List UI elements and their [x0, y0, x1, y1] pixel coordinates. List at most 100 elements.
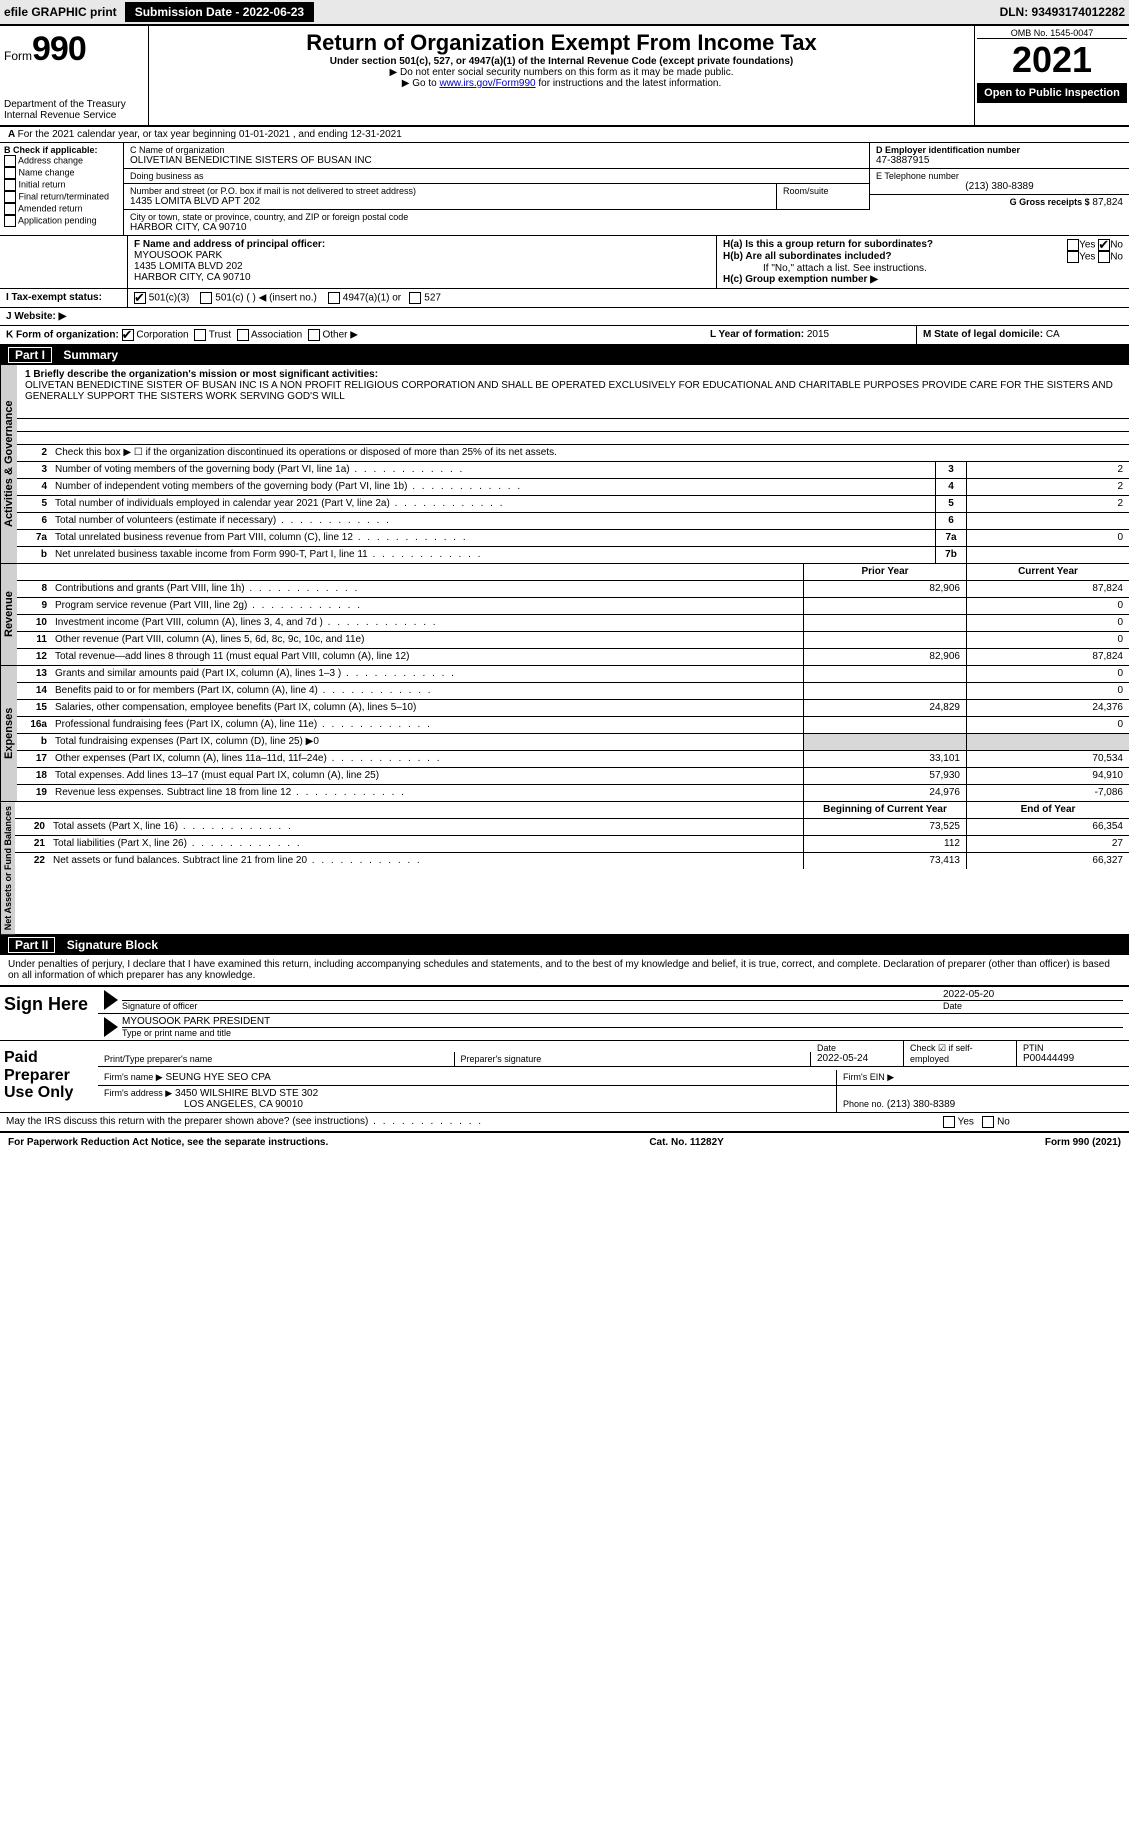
line5-box: 5 — [935, 496, 966, 512]
firm-addr2: LOS ANGELES, CA 90010 — [104, 1099, 830, 1110]
line7b-text: Net unrelated business taxable income fr… — [51, 547, 935, 563]
line20-curr: 66,354 — [966, 819, 1129, 835]
tab-governance: Activities & Governance — [0, 365, 17, 563]
g-label: G Gross receipts $ — [1010, 197, 1090, 207]
mission-text: OLIVETAN BENEDICTINE SISTER OF BUSAN INC… — [25, 380, 1121, 402]
cb-ha-yes[interactable] — [1067, 239, 1079, 251]
l-value: 2015 — [807, 329, 829, 340]
tax-year: 2021 — [977, 39, 1127, 81]
efile-topbar: efile GRAPHIC print Submission Date - 20… — [0, 0, 1129, 26]
line21-curr: 27 — [966, 836, 1129, 852]
open-to-public: Open to Public Inspection — [977, 83, 1127, 103]
line13-curr: 0 — [966, 666, 1129, 682]
section-governance: Activities & Governance 1 Briefly descri… — [0, 365, 1129, 564]
form-number: 990 — [32, 30, 86, 68]
line20-text: Total assets (Part X, line 16) — [49, 819, 803, 835]
cb-name-change[interactable] — [4, 167, 16, 179]
col-end-year: End of Year — [966, 802, 1129, 818]
line6-text: Total number of volunteers (estimate if … — [51, 513, 935, 529]
paid-preparer-label: Paid Preparer Use Only — [0, 1041, 98, 1112]
cb-discuss-no[interactable] — [982, 1116, 994, 1128]
may-discuss-row: May the IRS discuss this return with the… — [0, 1113, 1129, 1132]
cb-initial-return[interactable] — [4, 179, 16, 191]
cb-corp[interactable] — [122, 329, 134, 341]
f-h-block: F Name and address of principal officer:… — [0, 236, 1129, 289]
part1-header: Part I Summary — [0, 345, 1129, 365]
footer-right: Form 990 (2021) — [1045, 1137, 1121, 1148]
form-subtitle: Under section 501(c), 527, or 4947(a)(1)… — [157, 56, 966, 67]
line4-text: Number of independent voting members of … — [51, 479, 935, 495]
l-label: L Year of formation: — [710, 329, 804, 340]
efile-label: efile GRAPHIC print — [4, 5, 117, 19]
line10-prior — [803, 615, 966, 631]
cb-assoc[interactable] — [237, 329, 249, 341]
line16a-text: Professional fundraising fees (Part IX, … — [51, 717, 803, 733]
part2-title: Signature Block — [67, 938, 158, 952]
ein-value: 47-3887915 — [876, 155, 1123, 166]
col-current-year: Current Year — [966, 564, 1129, 580]
form-title: Return of Organization Exempt From Incom… — [157, 30, 966, 56]
line14-prior — [803, 683, 966, 699]
b-header: B Check if applicable: — [4, 145, 119, 155]
section-net-assets: Net Assets or Fund Balances Beginning of… — [0, 802, 1129, 935]
irs-link[interactable]: www.irs.gov/Form990 — [439, 78, 535, 89]
street-value: 1435 LOMITA BLVD APT 202 — [130, 196, 770, 207]
line17-text: Other expenses (Part IX, column (A), lin… — [51, 751, 803, 767]
cb-other[interactable] — [308, 329, 320, 341]
submission-date: Submission Date - 2022-06-23 — [125, 2, 314, 22]
cb-501c[interactable] — [200, 292, 212, 304]
cb-amended[interactable] — [4, 203, 16, 215]
lbl-assoc: Association — [251, 330, 302, 341]
cb-527[interactable] — [409, 292, 421, 304]
lbl-initial-return: Initial return — [19, 179, 66, 189]
d-label: D Employer identification number — [876, 145, 1123, 155]
lbl-amended: Amended return — [18, 203, 83, 213]
note-goto: ▶ Go to www.irs.gov/Form990 for instruct… — [157, 78, 966, 89]
cb-hb-yes[interactable] — [1067, 251, 1079, 263]
lbl-other: Other ▶ — [322, 330, 357, 341]
lbl-yes3: Yes — [958, 1117, 974, 1128]
lbl-yes: Yes — [1079, 240, 1095, 251]
line8-text: Contributions and grants (Part VIII, lin… — [51, 581, 803, 597]
section-revenue: Revenue Prior YearCurrent Year 8Contribu… — [0, 564, 1129, 666]
lbl-no: No — [1110, 240, 1123, 251]
cb-application-pending[interactable] — [4, 215, 16, 227]
goto-pre: ▶ Go to — [402, 78, 440, 89]
officer-printed: MYOUSOOK PARK PRESIDENT — [122, 1016, 1123, 1028]
sig-officer-label: Signature of officer — [122, 1001, 943, 1011]
lbl-application-pending: Application pending — [18, 215, 97, 225]
line17-curr: 70,534 — [966, 751, 1129, 767]
lbl-501c: 501(c) ( ) ◀ (insert no.) — [215, 293, 317, 304]
lbl-address-change: Address change — [18, 155, 83, 165]
hb-note: If "No," attach a list. See instructions… — [723, 263, 1123, 274]
cb-trust[interactable] — [194, 329, 206, 341]
line14-curr: 0 — [966, 683, 1129, 699]
sig-date: 2022-05-20 — [943, 989, 1123, 1001]
lbl-no2: No — [1110, 252, 1123, 263]
org-name: OLIVETIAN BENEDICTINE SISTERS OF BUSAN I… — [130, 155, 863, 166]
cb-501c3[interactable] — [134, 292, 146, 304]
cb-4947[interactable] — [328, 292, 340, 304]
cb-final-return[interactable] — [4, 191, 16, 203]
firm-addr1: 3450 WILSHIRE BLVD STE 302 — [175, 1088, 318, 1099]
line9-curr: 0 — [966, 598, 1129, 614]
cb-hb-no[interactable] — [1098, 251, 1110, 263]
line11-prior — [803, 632, 966, 648]
hc-label: H(c) Group exemption number ▶ — [723, 274, 1123, 285]
may-discuss-text: May the IRS discuss this return with the… — [0, 1113, 937, 1131]
officer-addr2: HARBOR CITY, CA 90710 — [134, 272, 710, 283]
firm-addr-label: Firm's address ▶ — [104, 1088, 172, 1098]
part1-num: Part I — [8, 347, 52, 363]
m-value: CA — [1046, 329, 1060, 340]
gross-receipts: 87,824 — [1092, 197, 1123, 208]
cb-discuss-yes[interactable] — [943, 1116, 955, 1128]
f-label: F Name and address of principal officer: — [134, 239, 710, 250]
line7a-text: Total unrelated business revenue from Pa… — [51, 530, 935, 546]
form-header: Form990 Department of the Treasury Inter… — [0, 26, 1129, 127]
line8-curr: 87,824 — [966, 581, 1129, 597]
arrow-icon — [104, 1017, 118, 1037]
cb-address-change[interactable] — [4, 155, 16, 167]
line7b-val — [966, 547, 1129, 563]
cb-ha-no[interactable] — [1098, 239, 1110, 251]
line5-val: 2 — [966, 496, 1129, 512]
